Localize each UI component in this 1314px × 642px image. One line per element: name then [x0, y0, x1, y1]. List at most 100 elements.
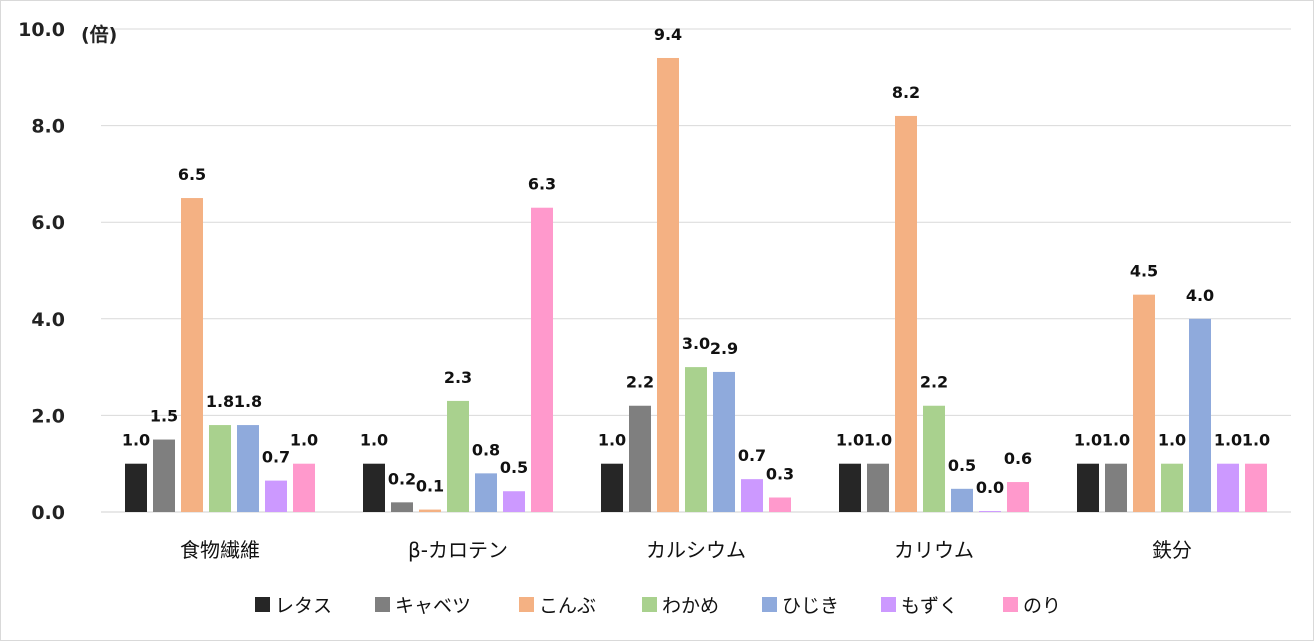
bar — [923, 405, 945, 512]
legend-swatch — [762, 597, 777, 612]
bar — [363, 463, 385, 512]
legend-swatch — [881, 597, 896, 612]
bar — [181, 198, 203, 513]
data-labels: 1.01.56.51.8 1.80.71.0 1.00.2 0.12.30.80.56… — [122, 25, 1270, 497]
data-label: 4.5 — [1130, 262, 1158, 281]
bars — [125, 57, 1267, 513]
data-label: 0.6 — [1004, 449, 1032, 468]
data-label: 0.3 — [766, 465, 794, 484]
data-label: 2.9 — [710, 339, 738, 358]
legend-label: わかめ — [662, 595, 719, 617]
bar — [979, 511, 1001, 512]
bar — [1161, 463, 1183, 512]
data-label: 0.0 — [976, 478, 1004, 497]
bar — [629, 405, 651, 512]
bar — [1189, 318, 1211, 512]
y-axis: 0.0 2.0 4.0 6.0 8.0 10.0 — [18, 19, 65, 524]
data-label: 1.0 — [1102, 431, 1130, 450]
data-label: 1.8 — [206, 392, 234, 411]
data-label: 0.5 — [500, 458, 528, 477]
bar — [1105, 463, 1127, 512]
data-label: 1.0 — [290, 431, 318, 450]
legend-label: のり — [1023, 595, 1061, 617]
legend-label: レタス — [275, 595, 332, 617]
data-label: 0.1 — [416, 477, 444, 496]
bar — [293, 463, 315, 512]
data-label: 1.0 — [864, 431, 892, 450]
data-label: 4.0 — [1186, 286, 1214, 305]
data-label: 1.8 — [234, 392, 262, 411]
data-label: 6.3 — [528, 175, 556, 194]
legend: レタス キャベツ こんぶ わかめ ひじき もずく のり — [255, 595, 1061, 617]
bar — [209, 425, 231, 512]
data-label: 2.3 — [444, 368, 472, 387]
data-label: 8.2 — [892, 83, 920, 102]
y-tick-label: 2.0 — [31, 405, 65, 427]
bar — [713, 371, 735, 512]
bar — [769, 497, 791, 512]
data-label: 1.0 — [598, 431, 626, 450]
bar — [237, 425, 259, 512]
data-label: 1.0 — [122, 431, 150, 450]
bar — [265, 480, 287, 512]
bar — [503, 491, 525, 512]
bar — [657, 57, 679, 512]
legend-swatch — [642, 597, 657, 612]
legend-label: もずく — [901, 595, 958, 617]
legend-swatch — [255, 597, 270, 612]
bar — [1245, 463, 1267, 512]
data-label: 3.0 — [682, 334, 710, 353]
y-tick-label: 10.0 — [18, 19, 65, 41]
data-label: 0.8 — [472, 440, 500, 459]
data-label: 1.0 — [1214, 431, 1242, 450]
unit-label: (倍) — [81, 23, 117, 46]
data-label: 1.0 — [1074, 431, 1102, 450]
data-label: 1.0 — [1242, 431, 1270, 450]
x-category-label: 食物繊維 — [180, 538, 260, 562]
data-label: 1.0 — [1158, 431, 1186, 450]
bar — [839, 463, 861, 512]
bar — [419, 509, 441, 512]
legend-label: ひじき — [782, 595, 839, 617]
bar — [531, 207, 553, 512]
bar — [867, 463, 889, 512]
data-label: 1.0 — [360, 431, 388, 450]
bar — [447, 400, 469, 512]
x-category-label: カルシウム — [646, 538, 746, 562]
legend-swatch — [1003, 597, 1018, 612]
bar — [685, 367, 707, 512]
y-tick-label: 6.0 — [31, 212, 65, 234]
data-label: 0.7 — [262, 448, 290, 467]
bar — [951, 488, 973, 512]
bar — [391, 502, 413, 512]
bar — [153, 439, 175, 512]
data-label: 0.5 — [948, 456, 976, 475]
data-label: 0.2 — [388, 469, 416, 488]
bar — [741, 479, 763, 512]
x-category-label: カリウム — [894, 538, 974, 562]
data-label: 2.2 — [920, 373, 948, 392]
bar — [601, 463, 623, 512]
bar — [895, 115, 917, 512]
legend-swatch — [375, 597, 390, 612]
x-category-label: β-カロテン — [408, 538, 508, 562]
bar — [1217, 463, 1239, 512]
x-axis: 食物繊維 β-カロテン カルシウム カリウム 鉄分 — [180, 538, 1192, 562]
legend-label: キャベツ — [395, 595, 471, 617]
data-label: 6.5 — [178, 165, 206, 184]
y-tick-label: 8.0 — [31, 116, 65, 138]
y-tick-label: 4.0 — [31, 309, 65, 331]
data-label: 9.4 — [654, 25, 682, 44]
data-label: 1.0 — [836, 431, 864, 450]
legend-label: こんぶ — [539, 595, 596, 617]
data-label: 2.2 — [626, 373, 654, 392]
bar — [475, 473, 497, 512]
data-label: 1.5 — [150, 407, 178, 426]
bar — [1007, 482, 1029, 512]
bar — [1077, 463, 1099, 512]
x-category-label: 鉄分 — [1152, 538, 1192, 562]
legend-swatch — [519, 597, 534, 612]
bar — [1133, 294, 1155, 512]
